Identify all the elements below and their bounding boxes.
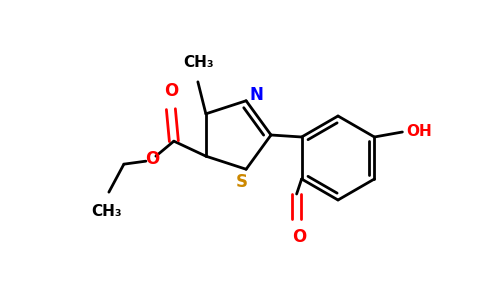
Text: O: O xyxy=(292,228,307,246)
Text: CH₃: CH₃ xyxy=(91,204,122,219)
Text: CH₃: CH₃ xyxy=(183,55,214,70)
Text: O: O xyxy=(145,150,159,168)
Text: S: S xyxy=(236,173,248,191)
Text: O: O xyxy=(164,82,178,100)
Text: N: N xyxy=(249,86,263,104)
Text: OH: OH xyxy=(407,124,432,140)
